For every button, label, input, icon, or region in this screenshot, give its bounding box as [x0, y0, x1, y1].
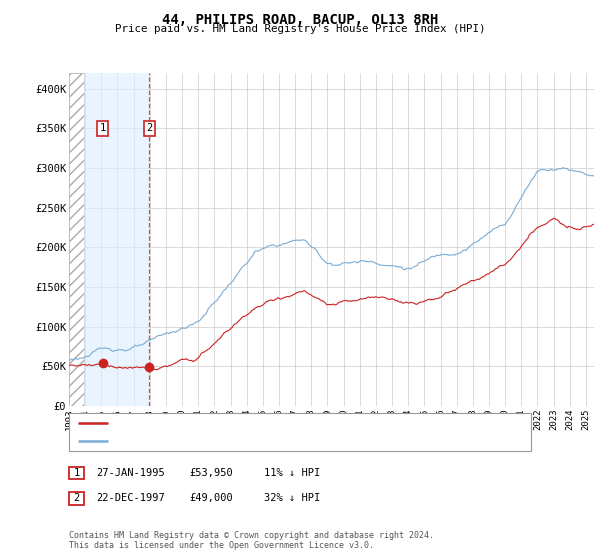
Text: 32% ↓ HPI: 32% ↓ HPI: [264, 493, 320, 503]
Text: 44, PHILIPS ROAD, BACUP, OL13 8RH (detached house): 44, PHILIPS ROAD, BACUP, OL13 8RH (detac…: [112, 418, 412, 428]
Text: £49,000: £49,000: [189, 493, 233, 503]
Bar: [69, 73, 83, 406]
Text: £53,950: £53,950: [189, 468, 233, 478]
Bar: [83, 73, 149, 406]
Text: 27-JAN-1995: 27-JAN-1995: [96, 468, 165, 478]
Text: Price paid vs. HM Land Registry's House Price Index (HPI): Price paid vs. HM Land Registry's House …: [115, 24, 485, 34]
Text: 22-DEC-1997: 22-DEC-1997: [96, 493, 165, 503]
Text: 2: 2: [73, 493, 80, 503]
Text: HPI: Average price, detached house, Rossendale: HPI: Average price, detached house, Ross…: [112, 436, 388, 446]
Text: 1: 1: [100, 123, 106, 133]
Text: 1: 1: [73, 468, 80, 478]
Text: 44, PHILIPS ROAD, BACUP, OL13 8RH: 44, PHILIPS ROAD, BACUP, OL13 8RH: [162, 13, 438, 27]
Text: 2: 2: [146, 123, 152, 133]
Text: 11% ↓ HPI: 11% ↓ HPI: [264, 468, 320, 478]
Text: Contains HM Land Registry data © Crown copyright and database right 2024.
This d: Contains HM Land Registry data © Crown c…: [69, 530, 434, 550]
